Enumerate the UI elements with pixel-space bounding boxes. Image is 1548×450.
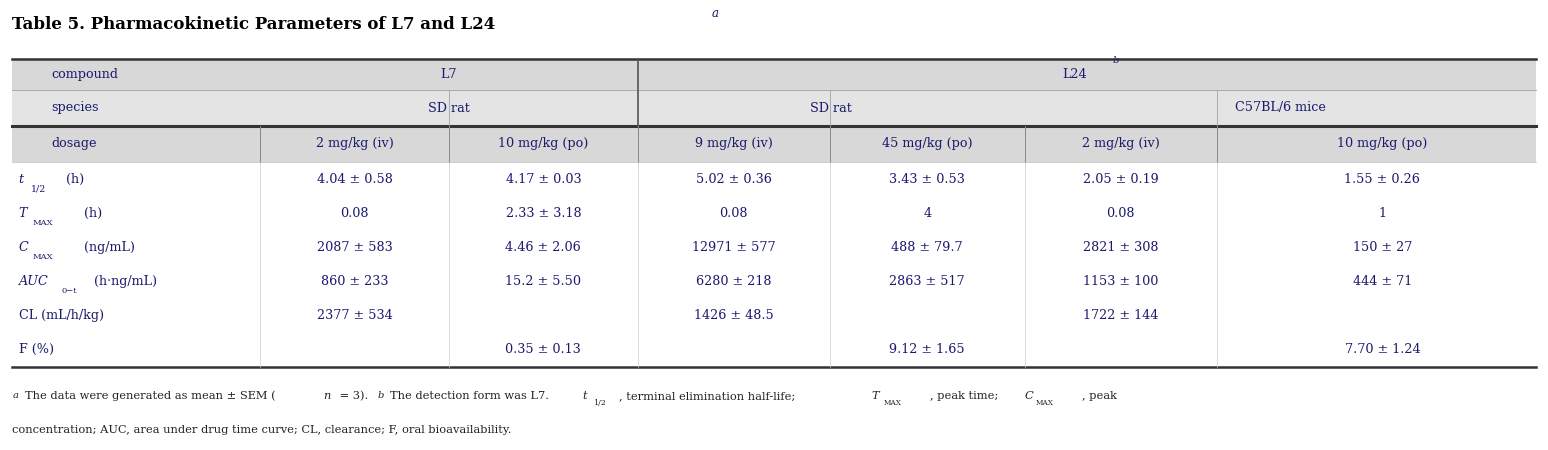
Text: L24: L24 xyxy=(1062,68,1087,81)
Text: 1722 ± 144: 1722 ± 144 xyxy=(1084,309,1158,322)
Text: F (%): F (%) xyxy=(19,343,54,356)
Text: T: T xyxy=(872,391,879,401)
Text: 2 mg/kg (iv): 2 mg/kg (iv) xyxy=(316,138,393,150)
Bar xyxy=(12,333,1536,367)
Text: The detection form was L7.: The detection form was L7. xyxy=(390,391,553,401)
Bar xyxy=(12,230,1536,265)
Text: C57BL/6 mice: C57BL/6 mice xyxy=(1235,102,1325,114)
Text: 0.08: 0.08 xyxy=(1107,207,1135,220)
Text: AUC: AUC xyxy=(19,275,48,288)
Text: 0.35 ± 0.13: 0.35 ± 0.13 xyxy=(506,343,580,356)
Text: (ng/mL): (ng/mL) xyxy=(80,241,136,254)
Text: 1/2: 1/2 xyxy=(31,184,46,194)
Text: (h): (h) xyxy=(80,207,102,220)
Text: Table 5. Pharmacokinetic Parameters of L7 and L24: Table 5. Pharmacokinetic Parameters of L… xyxy=(12,16,495,33)
Text: 0−t: 0−t xyxy=(62,288,77,295)
Text: a: a xyxy=(712,7,720,20)
Text: SD rat: SD rat xyxy=(427,102,471,114)
Text: b: b xyxy=(378,392,384,400)
Text: 10 mg/kg (po): 10 mg/kg (po) xyxy=(1337,138,1427,150)
Bar xyxy=(12,298,1536,333)
Text: MAX: MAX xyxy=(33,219,53,227)
Bar xyxy=(12,126,1536,162)
Bar xyxy=(12,162,1536,196)
Text: 9 mg/kg (iv): 9 mg/kg (iv) xyxy=(695,138,772,150)
Text: 2.33 ± 3.18: 2.33 ± 3.18 xyxy=(506,207,580,220)
Text: 1426 ± 48.5: 1426 ± 48.5 xyxy=(694,309,774,322)
Text: 0.08: 0.08 xyxy=(720,207,748,220)
Text: 6280 ± 218: 6280 ± 218 xyxy=(697,275,771,288)
Text: 15.2 ± 5.50: 15.2 ± 5.50 xyxy=(505,275,582,288)
Text: 4.04 ± 0.58: 4.04 ± 0.58 xyxy=(316,172,393,185)
Text: , terminal elimination half-life;: , terminal elimination half-life; xyxy=(619,391,799,401)
Text: 1.55 ± 0.26: 1.55 ± 0.26 xyxy=(1344,172,1421,185)
Text: 5.02 ± 0.36: 5.02 ± 0.36 xyxy=(695,172,772,185)
Text: a: a xyxy=(12,392,19,400)
Text: 4.46 ± 2.06: 4.46 ± 2.06 xyxy=(506,241,580,254)
Text: 1/2: 1/2 xyxy=(593,399,605,407)
Text: CL (mL/h/kg): CL (mL/h/kg) xyxy=(19,309,104,322)
Bar xyxy=(12,58,1536,90)
Text: 2.05 ± 0.19: 2.05 ± 0.19 xyxy=(1084,172,1158,185)
Text: 9.12 ± 1.65: 9.12 ± 1.65 xyxy=(890,343,964,356)
Text: 12971 ± 577: 12971 ± 577 xyxy=(692,241,776,254)
Text: 860 ± 233: 860 ± 233 xyxy=(320,275,389,288)
Text: MAX: MAX xyxy=(33,253,53,261)
Text: (h·ng/mL): (h·ng/mL) xyxy=(90,275,156,288)
Text: MAX: MAX xyxy=(884,399,902,407)
Text: SD rat: SD rat xyxy=(810,102,853,114)
Text: , peak time;: , peak time; xyxy=(930,391,1002,401)
Text: 2377 ± 534: 2377 ± 534 xyxy=(317,309,392,322)
Text: t: t xyxy=(19,172,23,185)
Text: 2 mg/kg (iv): 2 mg/kg (iv) xyxy=(1082,138,1159,150)
Text: compound: compound xyxy=(51,68,118,81)
Text: 2821 ± 308: 2821 ± 308 xyxy=(1084,241,1158,254)
Text: L7: L7 xyxy=(441,68,457,81)
Text: 0.08: 0.08 xyxy=(341,207,368,220)
Text: 45 mg/kg (po): 45 mg/kg (po) xyxy=(882,138,972,150)
Text: species: species xyxy=(51,102,99,114)
Text: 4: 4 xyxy=(923,207,932,220)
Text: (h): (h) xyxy=(62,172,84,185)
Text: 2087 ± 583: 2087 ± 583 xyxy=(317,241,392,254)
Text: MAX: MAX xyxy=(1036,399,1054,407)
Text: = 3).: = 3). xyxy=(336,391,376,401)
Text: concentration; AUC, area under drug time curve; CL, clearance; F, oral bioavaila: concentration; AUC, area under drug time… xyxy=(12,425,512,435)
Text: The data were generated as mean ± SEM (: The data were generated as mean ± SEM ( xyxy=(25,391,276,401)
Bar xyxy=(12,265,1536,298)
Text: 3.43 ± 0.53: 3.43 ± 0.53 xyxy=(889,172,966,185)
Text: b: b xyxy=(1113,56,1119,65)
Bar xyxy=(12,90,1536,126)
Text: 7.70 ± 1.24: 7.70 ± 1.24 xyxy=(1345,343,1420,356)
Text: 1153 ± 100: 1153 ± 100 xyxy=(1084,275,1158,288)
Text: C: C xyxy=(19,241,28,254)
Text: , peak: , peak xyxy=(1082,391,1118,401)
Text: t: t xyxy=(582,391,587,401)
Text: n: n xyxy=(324,391,331,401)
Text: C: C xyxy=(1025,391,1034,401)
Text: 10 mg/kg (po): 10 mg/kg (po) xyxy=(498,138,588,150)
Text: dosage: dosage xyxy=(51,138,96,150)
Bar xyxy=(12,196,1536,230)
Text: 4.17 ± 0.03: 4.17 ± 0.03 xyxy=(506,172,580,185)
Text: 488 ± 79.7: 488 ± 79.7 xyxy=(892,241,963,254)
Text: 1: 1 xyxy=(1378,207,1387,220)
Text: 444 ± 71: 444 ± 71 xyxy=(1353,275,1412,288)
Text: 2863 ± 517: 2863 ± 517 xyxy=(890,275,964,288)
Text: 150 ± 27: 150 ± 27 xyxy=(1353,241,1412,254)
Text: T: T xyxy=(19,207,26,220)
